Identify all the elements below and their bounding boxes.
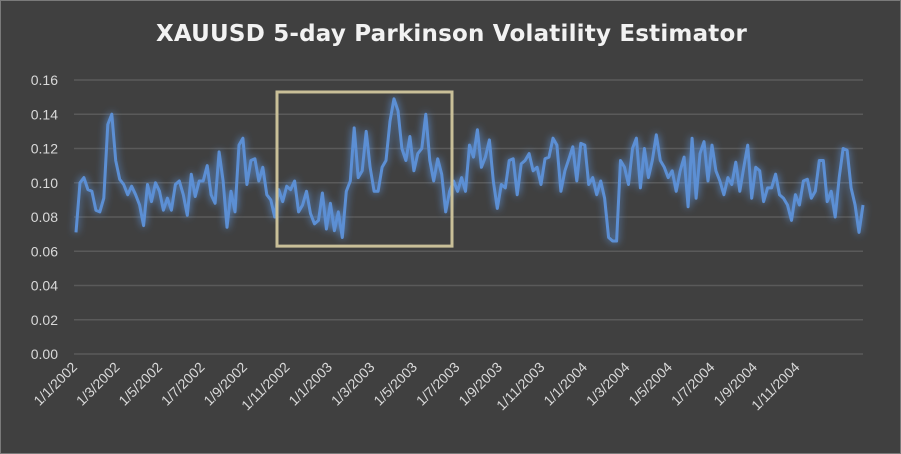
x-tick-label: 1/5/2004 (625, 359, 675, 409)
x-tick-label: 1/1/2002 (30, 359, 80, 409)
y-tick-label: 0.04 (31, 278, 58, 294)
x-tick-label: 1/7/2002 (158, 359, 208, 409)
x-tick-label: 1/3/2004 (583, 359, 633, 409)
x-tick-label: 1/5/2002 (115, 359, 165, 409)
highlight-box (275, 90, 454, 248)
x-tick-label: 1/7/2003 (413, 359, 463, 409)
y-tick-label: 0.16 (31, 72, 58, 88)
y-tick-label: 0.00 (31, 346, 58, 362)
y-tick-label: 0.10 (31, 175, 58, 191)
y-tick-label: 0.06 (31, 243, 58, 259)
volatility-series-line (74, 97, 865, 243)
x-tick-label: 1/5/2003 (370, 359, 420, 409)
x-tick-label: 1/3/2003 (328, 359, 378, 409)
y-tick-label: 0.12 (31, 141, 58, 157)
y-tick-label: 0.08 (31, 209, 58, 225)
x-tick-label: 1/1/2003 (285, 359, 335, 409)
chart-title: XAUUSD 5-day Parkinson Volatility Estima… (155, 21, 748, 47)
x-tick-label: 1/7/2004 (668, 359, 718, 409)
y-tick-label: 0.02 (31, 312, 58, 328)
x-tick-label: 1/3/2002 (73, 359, 123, 409)
x-tick-label: 1/1/2004 (540, 359, 590, 409)
y-tick-label: 0.14 (31, 106, 58, 122)
